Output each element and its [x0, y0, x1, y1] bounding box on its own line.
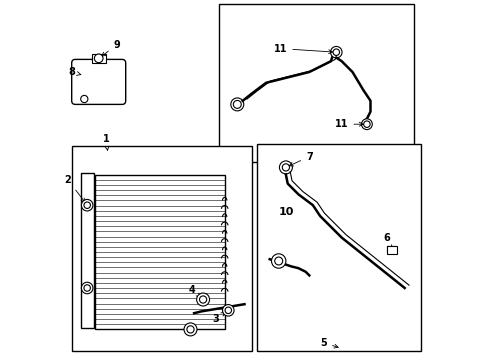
- Circle shape: [196, 293, 209, 306]
- Bar: [81, 173, 94, 328]
- Text: 11: 11: [334, 119, 363, 129]
- Circle shape: [224, 307, 231, 314]
- Circle shape: [81, 282, 93, 294]
- Circle shape: [230, 98, 244, 111]
- Circle shape: [183, 323, 197, 336]
- Bar: [95, 175, 224, 329]
- Circle shape: [222, 305, 234, 316]
- Circle shape: [233, 100, 241, 108]
- Text: 2: 2: [64, 175, 85, 202]
- Text: 7: 7: [289, 152, 312, 166]
- FancyBboxPatch shape: [72, 59, 125, 104]
- Bar: [91, 54, 106, 63]
- Circle shape: [282, 164, 289, 171]
- Text: 1: 1: [102, 134, 109, 150]
- Text: 5: 5: [320, 338, 338, 348]
- Circle shape: [199, 296, 206, 303]
- Circle shape: [186, 326, 194, 333]
- Circle shape: [81, 95, 88, 103]
- Text: 9: 9: [102, 40, 120, 56]
- Text: 4: 4: [188, 285, 200, 297]
- Circle shape: [94, 54, 103, 63]
- Circle shape: [279, 161, 292, 174]
- Text: 11: 11: [273, 44, 332, 54]
- Bar: [386, 246, 395, 252]
- Circle shape: [330, 46, 342, 58]
- Bar: [219, 4, 413, 162]
- Circle shape: [84, 285, 90, 291]
- Circle shape: [363, 121, 369, 127]
- Bar: [257, 144, 420, 351]
- Circle shape: [332, 49, 339, 55]
- Text: 8: 8: [68, 67, 81, 77]
- Circle shape: [271, 254, 285, 268]
- Text: 3: 3: [212, 312, 225, 324]
- Bar: [72, 146, 251, 351]
- Circle shape: [361, 119, 371, 130]
- Circle shape: [81, 199, 93, 211]
- Bar: [386, 246, 396, 254]
- Circle shape: [274, 257, 282, 265]
- Text: 10: 10: [278, 207, 293, 217]
- Circle shape: [84, 202, 90, 208]
- Text: 6: 6: [383, 233, 391, 249]
